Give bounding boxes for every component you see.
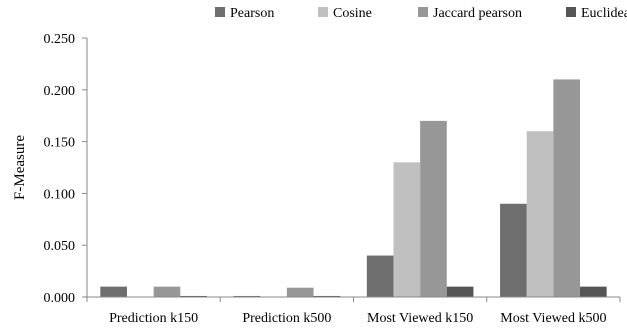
y-tick-label: 0.000 [44, 291, 76, 306]
y-tick-label: 0.250 [44, 32, 76, 47]
bar [446, 286, 474, 297]
y-axis-title: F-Measure [12, 135, 28, 200]
bar [286, 287, 314, 297]
legend-swatch [215, 7, 225, 17]
bar [233, 295, 261, 297]
x-tick-label: Prediction k150 [109, 311, 198, 326]
bar [100, 286, 127, 297]
legend-label: Jaccard pearson [433, 6, 522, 21]
y-axis: 0.000 0.050 0.100 0.150 0.200 0.250 [44, 32, 88, 306]
y-tick-label: 0.050 [44, 239, 76, 254]
legend-label: Pearson [230, 6, 274, 21]
legend-swatch [418, 7, 428, 17]
chart-legend: Pearson Cosine Jaccard pearson Euclidean [215, 6, 627, 21]
legend-swatch [318, 7, 328, 17]
legend-label: Cosine [333, 6, 372, 21]
bar [153, 286, 181, 297]
bar [313, 295, 341, 297]
bars-group [100, 79, 607, 297]
bar [553, 79, 581, 297]
bar [393, 162, 421, 297]
x-tick-label: Prediction k500 [242, 311, 331, 326]
x-tick-label: Most Viewed k150 [367, 311, 473, 326]
bar [366, 255, 394, 297]
bar [180, 295, 207, 297]
legend-label: Euclidean [581, 6, 627, 21]
bar [526, 131, 554, 297]
bar [580, 286, 607, 297]
bar [500, 203, 527, 297]
y-tick-label: 0.100 [44, 187, 76, 202]
x-tick-label: Most Viewed k500 [500, 311, 606, 326]
y-tick-label: 0.150 [44, 136, 76, 151]
x-axis: Prediction k150 Prediction k500 Most Viewe… [86, 296, 621, 326]
bar [420, 120, 447, 297]
legend-swatch [566, 7, 576, 17]
y-tick-label: 0.200 [44, 84, 76, 99]
